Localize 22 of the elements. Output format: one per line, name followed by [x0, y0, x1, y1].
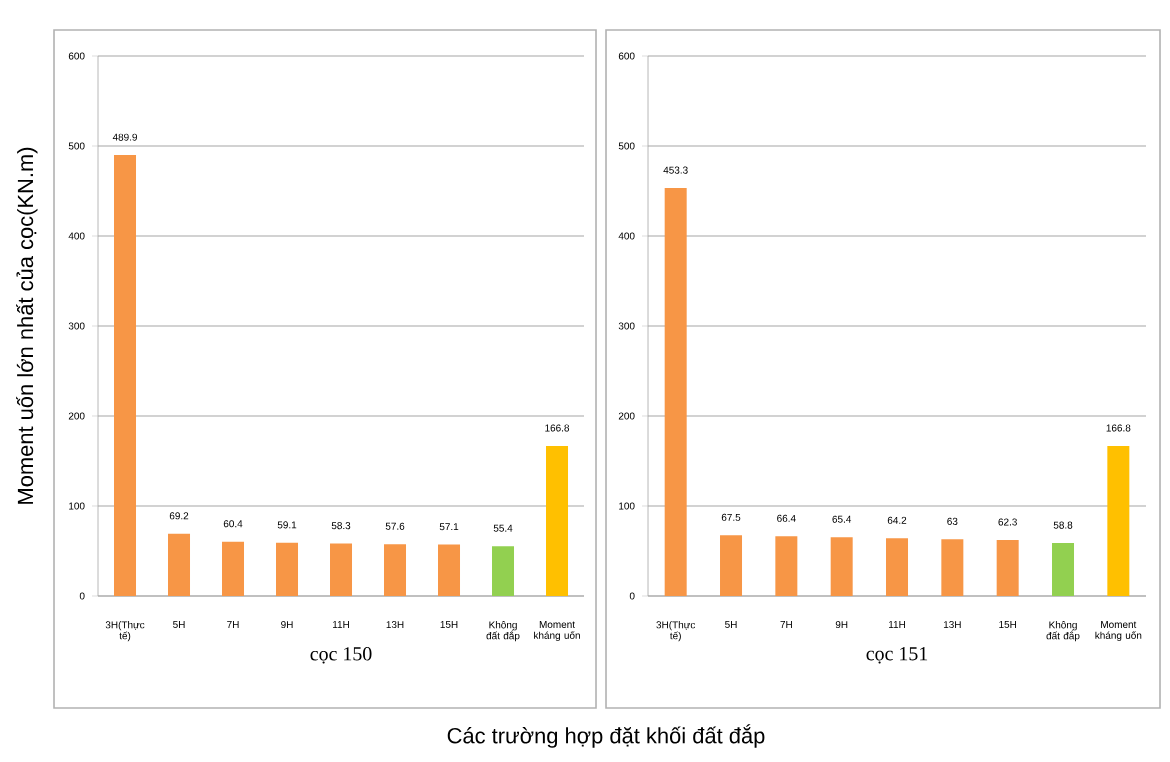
- bar: [330, 543, 353, 596]
- y-axis-title: Moment uốn lớn nhất của cọc(KN.m): [16, 147, 38, 504]
- bar: [664, 188, 687, 596]
- x-axis-title: cọc 150: [310, 647, 372, 664]
- bar: [492, 546, 515, 596]
- bar: [775, 536, 798, 596]
- bar: [830, 537, 853, 596]
- text: Các trường hợp đặt khối đất đắp: [447, 724, 765, 748]
- bar: [1107, 445, 1130, 596]
- bar: [1052, 543, 1075, 596]
- bar: [941, 539, 964, 596]
- bar: [996, 539, 1019, 596]
- bar: [222, 541, 245, 596]
- bar: [168, 533, 191, 596]
- bar: [720, 535, 743, 596]
- bar: [384, 544, 407, 596]
- bar: [276, 542, 299, 596]
- bar: [438, 544, 461, 596]
- x-axis-title: cọc 151: [866, 647, 928, 664]
- bar: [886, 538, 909, 596]
- bar: [546, 445, 569, 596]
- bar: [114, 155, 137, 596]
